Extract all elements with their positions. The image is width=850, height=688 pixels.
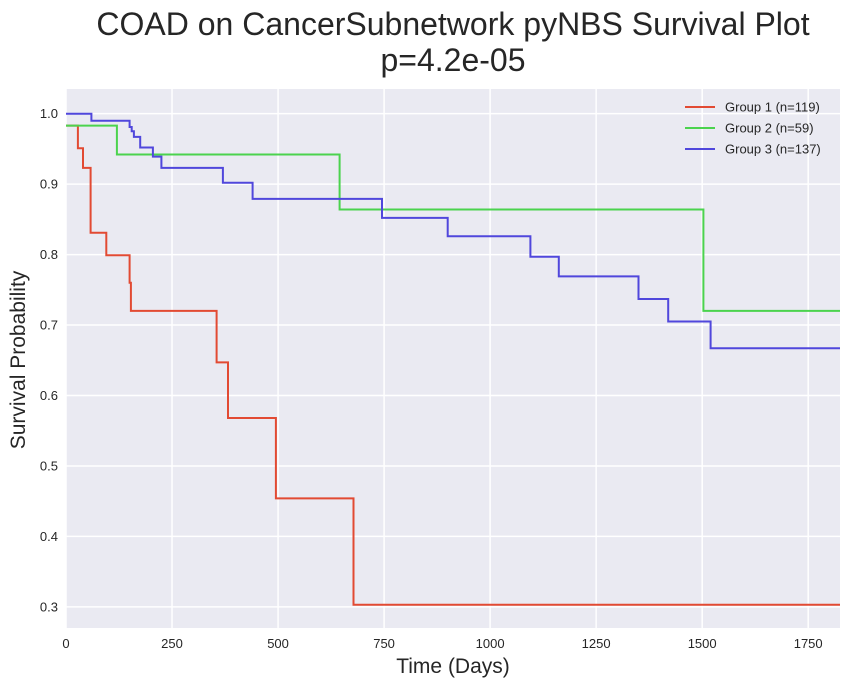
series-line-group-2 [66, 124, 840, 312]
chart-title-line-1: COAD on CancerSubnetwork pyNBS Survival … [96, 6, 809, 42]
series-line-group-1 [66, 124, 840, 606]
x-tick-label: 1500 [688, 636, 717, 651]
plot-area [66, 89, 840, 628]
x-tick-label: 1250 [582, 636, 611, 651]
series-lines [66, 112, 840, 606]
legend-label: Group 3 (n=137) [725, 142, 821, 157]
y-tick-label: 0.8 [40, 247, 58, 262]
y-axis-label: Survival Probability [7, 270, 30, 449]
x-tick-label: 750 [373, 636, 395, 651]
x-tick-label: 0 [62, 636, 69, 651]
y-tick-label: 0.9 [40, 177, 58, 192]
x-tick-label: 1750 [794, 636, 823, 651]
legend-label: Group 1 (n=119) [725, 100, 820, 115]
chart-title-line-2: p=4.2e-05 [380, 42, 525, 78]
x-tick-label: 500 [267, 636, 289, 651]
x-tick-label: 1000 [476, 636, 505, 651]
legend-label: Group 2 (n=59) [725, 121, 814, 136]
tick-labels: 0 250 500 750 1000 1250 1500 1750 0.3 0.4 0.5 0.6 0.… [40, 106, 823, 651]
y-tick-label: 0.5 [40, 458, 58, 473]
x-axis-label: Time (Days) [396, 655, 510, 678]
legend: Group 1 (n=119) Group 2 (n=59) Group 3 (n=… [685, 100, 821, 157]
series-line-group-3 [66, 112, 840, 350]
y-tick-label: 0.4 [40, 529, 58, 544]
y-tick-label: 0.3 [40, 599, 58, 614]
y-tick-label: 0.7 [40, 318, 58, 333]
x-tick-label: 250 [161, 636, 183, 651]
y-tick-label: 1.0 [40, 106, 58, 121]
y-tick-label: 0.6 [40, 388, 58, 403]
